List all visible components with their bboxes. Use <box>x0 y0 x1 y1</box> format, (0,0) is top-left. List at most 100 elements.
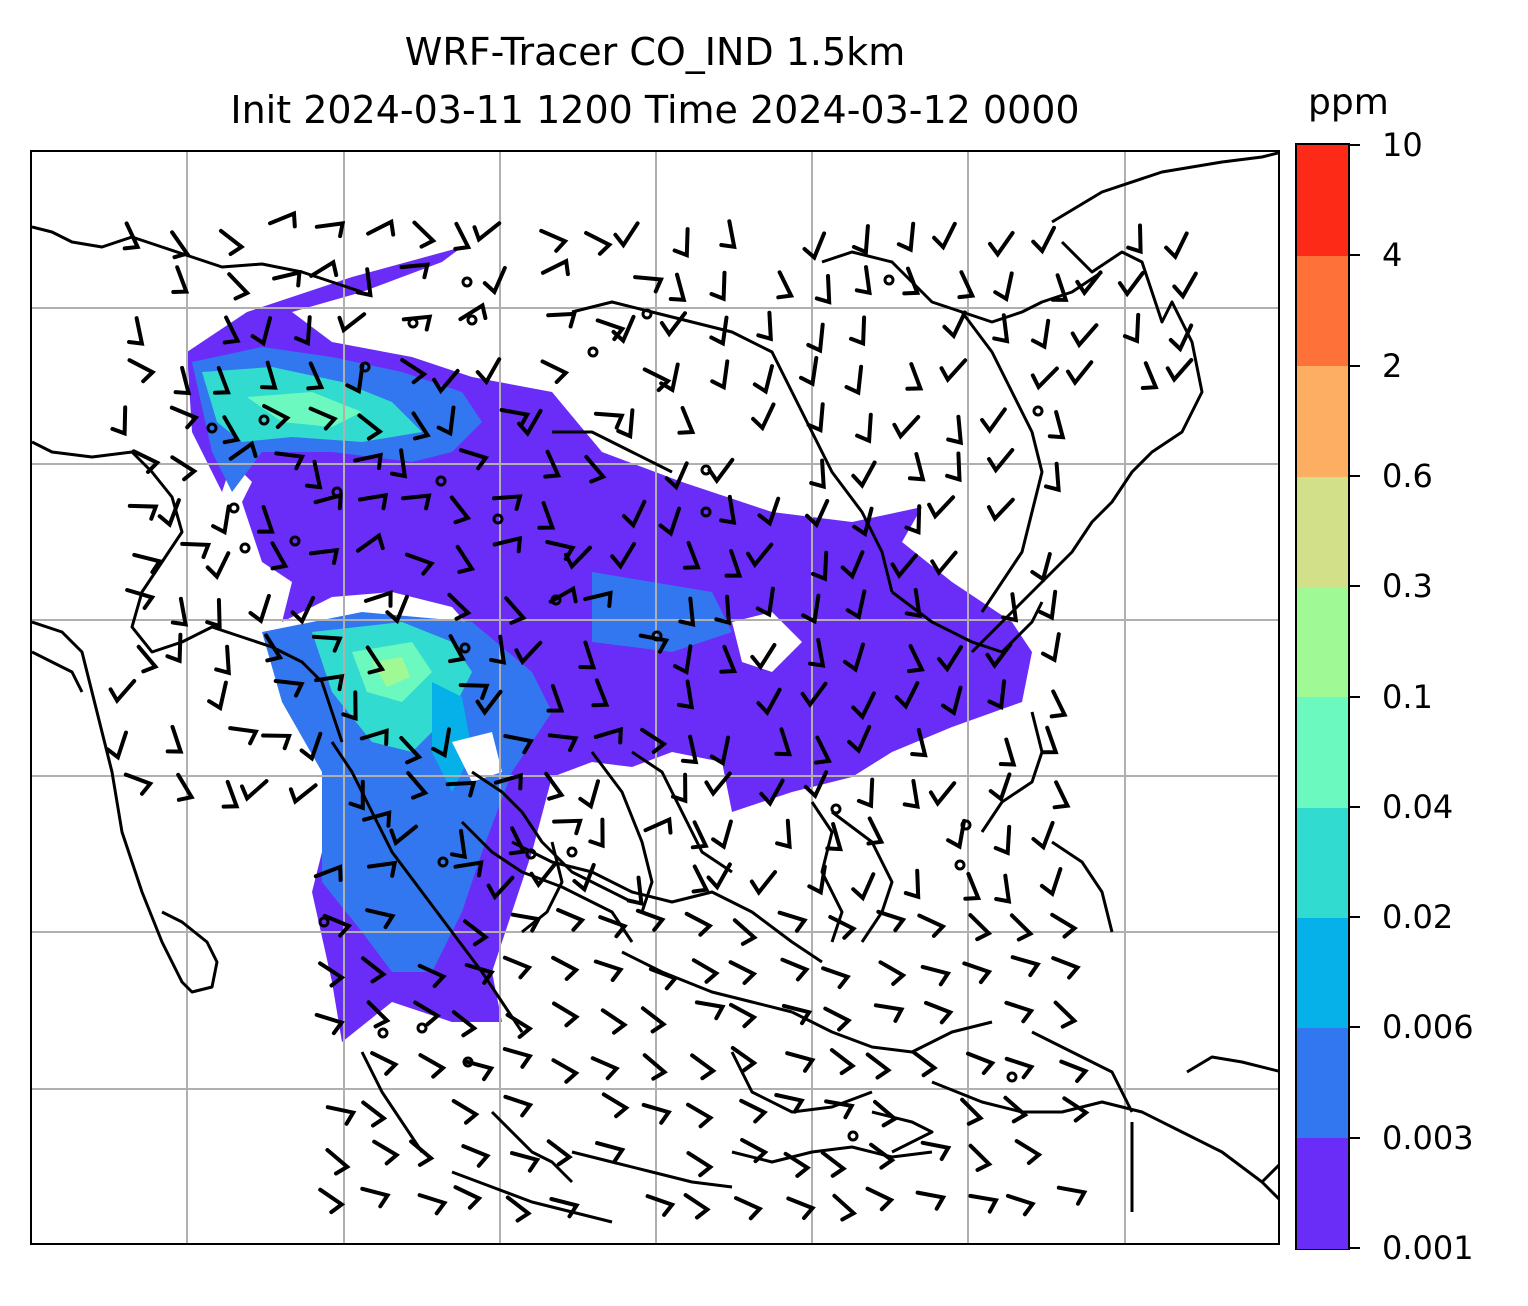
wind-barb <box>355 532 385 553</box>
wind-barb <box>432 368 460 395</box>
wind-barb <box>683 1193 711 1220</box>
wind-barb <box>672 227 690 258</box>
wind-barb <box>902 266 921 296</box>
wind-barb <box>709 735 731 767</box>
wind-barb <box>464 1059 495 1082</box>
wind-barb <box>610 542 636 570</box>
wind-barb <box>642 1053 668 1081</box>
map-canvas[interactable] <box>32 152 1280 1245</box>
wind-barb <box>578 779 600 810</box>
wind-barb <box>800 681 828 709</box>
wind-barb <box>348 779 365 811</box>
wind-barb <box>1172 271 1198 300</box>
wind-barb <box>904 504 922 535</box>
wind-barb <box>844 364 864 396</box>
wind-barb <box>1070 323 1099 349</box>
wind-barb <box>274 451 306 471</box>
wind-barb <box>552 818 583 836</box>
wind-barb <box>1050 912 1078 939</box>
colorbar-tick-label: 4 <box>1382 236 1403 275</box>
wind-barb <box>455 544 476 574</box>
wind-barb <box>503 1094 534 1118</box>
wind-barb <box>994 873 1012 904</box>
wind-barb <box>365 908 396 930</box>
wind-barb <box>707 457 735 485</box>
colorbar-segment <box>1297 1137 1348 1249</box>
wind-barb <box>756 687 782 717</box>
wind-barb <box>1059 1059 1089 1083</box>
wind-barb <box>357 413 384 441</box>
wind-barb <box>729 1002 758 1029</box>
wind-barb <box>987 448 1015 474</box>
wind-barb <box>1004 1000 1035 1024</box>
wind-barb <box>309 259 339 278</box>
colorbar-tick <box>1350 585 1360 588</box>
wind-barb <box>1140 361 1159 390</box>
wind-barb <box>499 408 531 428</box>
wind-barb <box>1075 270 1103 297</box>
wind-barb <box>915 1190 947 1211</box>
wind-barb <box>127 503 159 521</box>
colorbar-segment <box>1297 365 1348 477</box>
wind-barb <box>1005 1193 1036 1217</box>
wind-barb <box>463 919 490 947</box>
wind-barb <box>543 449 562 479</box>
wind-barb <box>169 405 200 430</box>
colorbar <box>1295 143 1350 1250</box>
wind-barb <box>1056 1185 1088 1206</box>
wind-barb <box>213 365 231 395</box>
wind-barb <box>730 1046 758 1073</box>
wind-barb <box>680 734 699 765</box>
wind-barb <box>207 680 228 712</box>
wind-barb <box>401 493 432 511</box>
wind-barb <box>709 315 729 347</box>
wind-barb <box>756 310 773 342</box>
wind-barb <box>170 596 189 627</box>
wind-barb <box>920 1140 952 1161</box>
wind-barb <box>829 1048 856 1076</box>
wind-barb <box>1050 273 1069 302</box>
wind-barb <box>584 231 613 256</box>
wind-barb <box>803 770 829 800</box>
wind-barb <box>739 1098 768 1124</box>
wind-barb <box>546 684 565 713</box>
wind-barb <box>786 1196 816 1220</box>
wind-barb <box>451 1010 478 1038</box>
wind-barb <box>458 683 490 700</box>
wind-barb <box>920 964 952 987</box>
wind-barb <box>261 733 292 751</box>
wind-barb <box>453 1185 483 1210</box>
wind-barb <box>902 779 920 810</box>
wind-barb <box>1051 956 1081 980</box>
wind-barb <box>814 274 832 305</box>
colorbar-segment <box>1297 255 1348 367</box>
wind-barb <box>417 963 447 988</box>
wind-barb <box>222 315 241 345</box>
wind-barb <box>611 314 636 345</box>
wind-barb <box>270 541 289 571</box>
map-panel[interactable] <box>30 150 1280 1245</box>
wind-barb <box>170 455 198 482</box>
wind-barb <box>638 633 670 654</box>
wind-barb <box>985 642 1013 669</box>
wind-barb <box>361 956 387 984</box>
wind-barb <box>849 315 867 347</box>
colorbar-segment <box>1297 1027 1348 1139</box>
wind-barb <box>851 460 877 489</box>
wind-barb <box>122 221 141 251</box>
colorbar-tick-label: 10 <box>1382 126 1423 164</box>
wind-barb <box>176 772 195 802</box>
calm-wind-circles <box>206 274 1044 1142</box>
colorbar-tick <box>1350 916 1360 919</box>
wind-barb <box>616 408 635 440</box>
wind-barb <box>322 913 353 938</box>
wind-barb <box>613 221 640 249</box>
colorbar-segment <box>1297 696 1348 808</box>
wind-barb <box>709 270 727 302</box>
wind-barb <box>1031 225 1056 255</box>
wind-barb <box>998 737 1017 767</box>
wind-barb <box>670 772 688 804</box>
wind-barb <box>807 864 827 896</box>
wind-barb <box>852 506 874 538</box>
colorbar-tick <box>1350 364 1360 367</box>
